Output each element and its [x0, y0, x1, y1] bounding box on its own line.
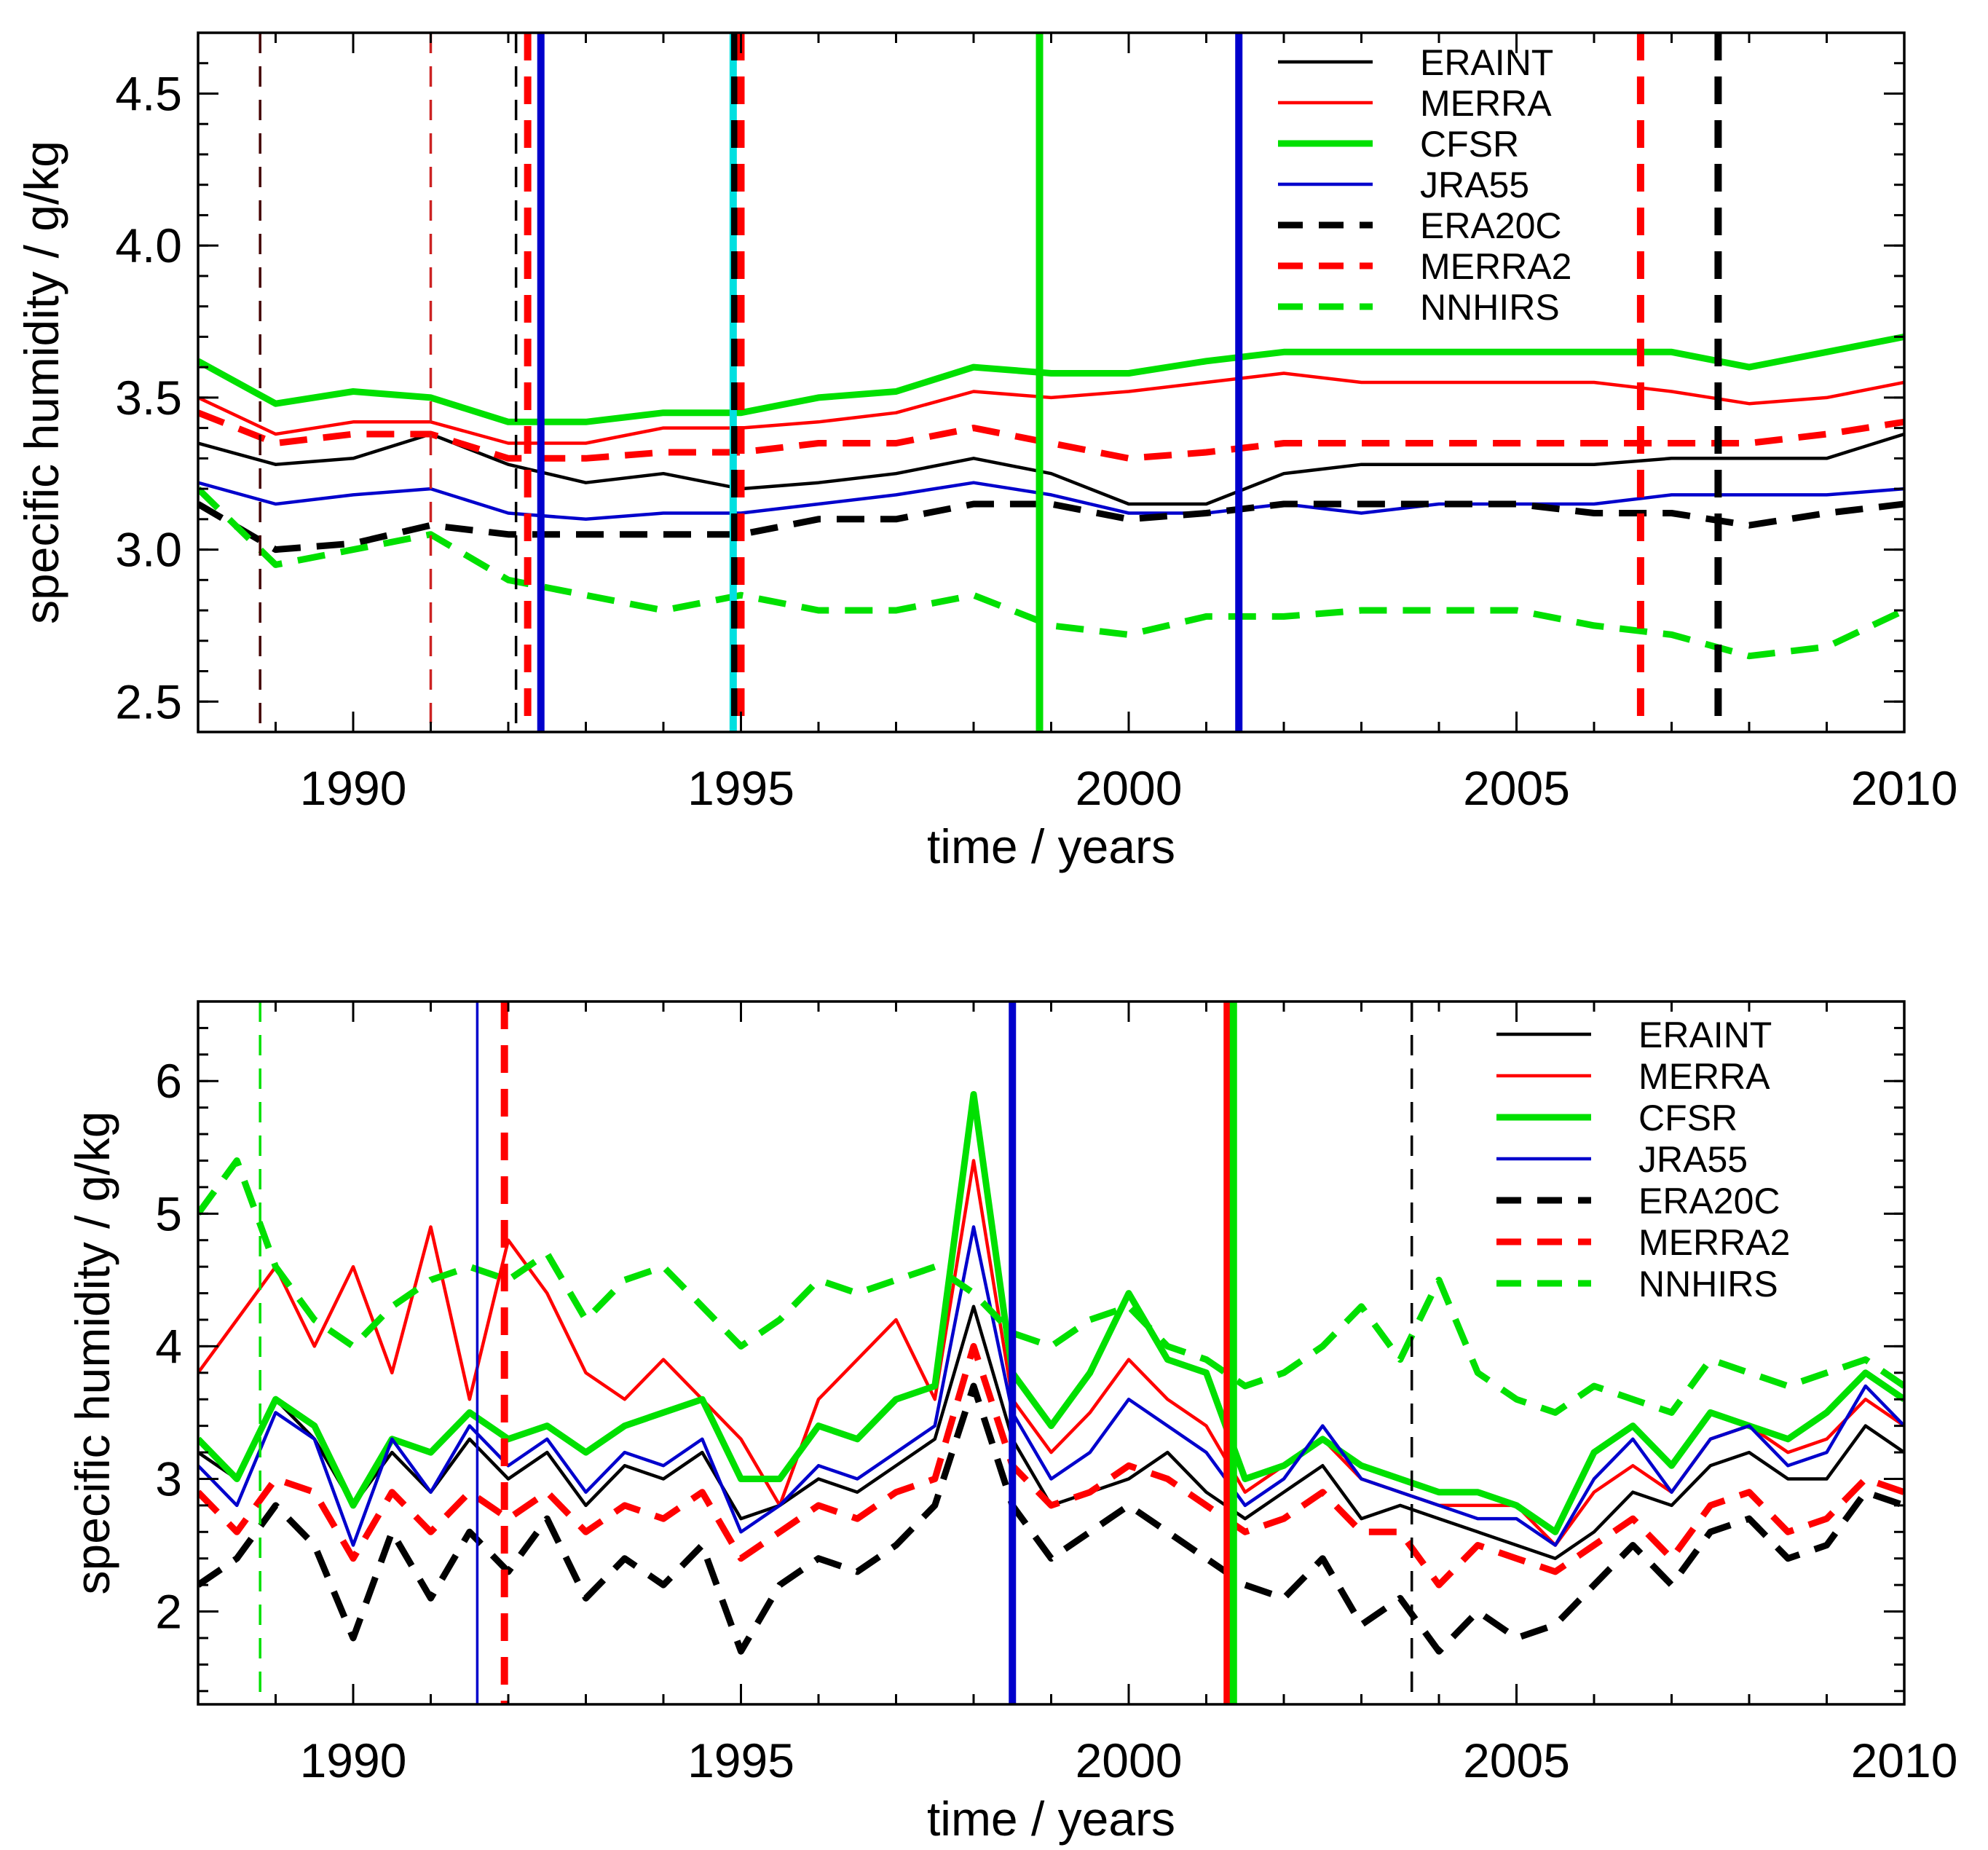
plot-area: [198, 1001, 1904, 1704]
legend-label-jra55: JRA55: [1420, 165, 1529, 205]
legend-label-merra2: MERRA2: [1420, 246, 1571, 287]
legend-label-merra2: MERRA2: [1638, 1222, 1790, 1263]
y-axis-title: specific humidity / g/kg: [15, 141, 68, 624]
y-tick-label: 4.0: [115, 219, 182, 272]
series-line-era20c: [198, 1382, 1904, 1655]
series-line-cfsr: [198, 333, 1904, 425]
legend-label-nnhirs: NNHIRS: [1420, 287, 1560, 328]
legend-label-jra55: JRA55: [1638, 1139, 1748, 1180]
legend-label-eraint: ERAINT: [1420, 42, 1553, 83]
y-tick-label: 3.5: [115, 371, 182, 425]
legend-label-eraint: ERAINT: [1638, 1015, 1772, 1055]
x-axis-title: time / years: [927, 1792, 1175, 1846]
x-tick-label: 2010: [1851, 1733, 1958, 1787]
series-line-merra2: [198, 1342, 1904, 1589]
legend-label-cfsr: CFSR: [1638, 1098, 1737, 1138]
x-tick-label: 2000: [1076, 1733, 1183, 1787]
legend-label-nnhirs: NNHIRS: [1638, 1264, 1778, 1304]
x-tick-label: 1990: [300, 1733, 407, 1787]
series-line-cfsr: [198, 1091, 1904, 1535]
series-line-nnhirs: [198, 486, 1904, 660]
legend-label-merra: MERRA: [1638, 1056, 1770, 1097]
legend-label-era20c: ERA20C: [1420, 205, 1562, 246]
y-tick-label: 4: [155, 1319, 182, 1373]
legend-label-cfsr: CFSR: [1420, 124, 1519, 165]
y-tick-label: 3.0: [115, 523, 182, 577]
bottom-panel: 1990 1995 2000 2005 2010 2 3 4 5 6 time / years spe…: [66, 1000, 1958, 1846]
series-line-merra: [198, 371, 1904, 445]
plot-area: [198, 33, 1904, 732]
y-tick-label: 6: [155, 1054, 182, 1108]
x-axis-title: time / years: [927, 819, 1175, 873]
legend-label-merra: MERRA: [1420, 83, 1552, 124]
y-tick-label: 3: [155, 1452, 182, 1505]
series-line-merra: [198, 1159, 1904, 1547]
legend-label-era20c: ERA20C: [1638, 1181, 1780, 1221]
x-tick-label: 1995: [687, 1733, 794, 1787]
y-tick-label: 5: [155, 1186, 182, 1240]
x-tick-label: 2000: [1076, 761, 1183, 815]
y-tick-label: 4.5: [115, 66, 182, 120]
series-line-era20c: [198, 500, 1904, 554]
y-tick-label: 2.5: [115, 674, 182, 728]
series-line-jra55: [198, 481, 1904, 521]
series-line-jra55: [198, 1225, 1904, 1547]
x-tick-label: 1990: [300, 761, 407, 815]
y-tick-label: 2: [155, 1585, 182, 1639]
x-tick-label: 1995: [687, 761, 794, 815]
x-tick-label: 2005: [1463, 761, 1570, 815]
series-line-nnhirs: [198, 1157, 1904, 1416]
x-tick-label: 2005: [1463, 1733, 1570, 1787]
series-line-eraint: [198, 432, 1904, 506]
top-panel: 1990 1995 2000 2005 2010 2.5 3.0 3.5 4.0 4.5 time …: [15, 31, 1958, 873]
x-tick-label: 2010: [1851, 761, 1958, 815]
y-axis-title: specific humidity / g/kg: [66, 1111, 119, 1595]
